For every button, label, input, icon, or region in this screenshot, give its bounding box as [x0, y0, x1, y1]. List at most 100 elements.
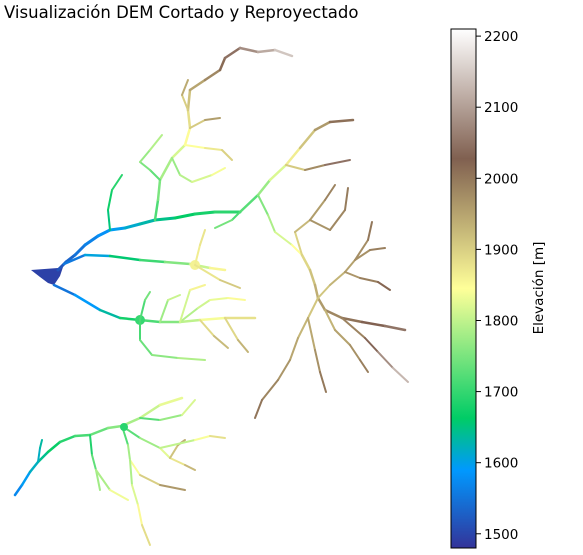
colorbar-tick-label-1800: 1800	[484, 313, 518, 329]
river-segment-70	[194, 264, 221, 281]
river-segment-108	[324, 184, 336, 201]
river-segment-29	[189, 119, 206, 129]
river-segment-21	[186, 88, 192, 112]
river-segment-69	[199, 229, 206, 246]
river-segment-51	[285, 164, 306, 171]
river-segment-150	[106, 424, 124, 430]
river-segment-8	[153, 216, 177, 222]
river-segment-141	[167, 294, 181, 301]
river-segment-165	[139, 437, 161, 449]
river-segment-98	[289, 337, 299, 361]
river-segment-142	[13, 483, 24, 497]
river-segment-103	[314, 349, 321, 373]
river-segment-5	[108, 226, 127, 232]
river-segment-175	[131, 484, 139, 506]
river-segment-183	[209, 435, 226, 439]
river-segment-7	[138, 218, 157, 226]
river-segment-112	[354, 239, 369, 261]
river-segment-43	[211, 167, 226, 176]
river-segment-91	[359, 359, 369, 373]
colorbar-label: Elevación [m]	[531, 242, 547, 335]
river-segment-166	[159, 447, 171, 459]
river-segment-41	[179, 174, 193, 183]
river-segment-74	[313, 283, 320, 300]
colorbar-tick-label-2000: 2000	[484, 171, 518, 187]
river-segment-9	[173, 212, 197, 220]
river-segment-83	[354, 249, 371, 261]
river-segment-93	[364, 337, 379, 353]
river-segment-48	[298, 128, 317, 150]
river-segment-87	[377, 281, 391, 291]
river-segment-157	[91, 454, 97, 471]
river-segment-163	[159, 484, 186, 491]
river-segment-132	[209, 297, 229, 301]
river-segment-101	[254, 399, 263, 419]
river-segment-23	[203, 68, 222, 82]
river-segment-176	[137, 504, 143, 526]
river-segment-127	[177, 357, 206, 361]
river-segment-63	[138, 258, 167, 264]
river-segment-147	[58, 434, 77, 444]
river-segment-58	[231, 211, 241, 221]
river-segment-154	[37, 447, 41, 463]
river-segment-22	[188, 78, 207, 92]
river-segment-146	[46, 440, 62, 454]
river-segment-174	[129, 459, 133, 486]
river-segment-144	[28, 460, 40, 474]
colorbar-gradient	[450, 28, 477, 549]
river-segment-181	[159, 439, 196, 449]
river-segment-168	[184, 464, 196, 471]
colorbar-ticks: 1500 1600 1700 1800 1900 2000 2100 2200	[476, 29, 518, 543]
river-segment-86	[359, 277, 379, 283]
river-segment-20	[186, 108, 192, 130]
river-segment-61	[83, 253, 112, 258]
river-segment-153	[158, 396, 184, 407]
river-segment-6	[123, 222, 142, 230]
river-segment-129	[144, 291, 151, 301]
river-segment-15	[153, 198, 160, 222]
river-segment-105	[294, 231, 303, 256]
river-segment-68	[194, 244, 201, 266]
river-segment-27	[256, 48, 277, 54]
river-segment-12	[107, 209, 111, 231]
river-segment-115	[73, 293, 102, 312]
river-segment-120	[178, 318, 202, 324]
colorbar-tick-label-2100: 2100	[484, 100, 518, 116]
river-segment-99	[277, 359, 291, 381]
river-segment-72	[300, 253, 312, 272]
river-segment-138	[199, 319, 215, 337]
river-segment-39	[149, 134, 163, 151]
river-segment-102	[307, 317, 316, 351]
river-segment-116	[98, 308, 122, 320]
river-segment-162	[139, 474, 161, 486]
river-segment-182	[194, 435, 211, 441]
river-segment-95	[392, 367, 409, 383]
river-blob-180	[120, 423, 128, 431]
river-segment-135	[189, 284, 206, 291]
river-segment-46	[268, 163, 288, 182]
river-segment-34	[204, 147, 223, 151]
river-segment-92	[341, 317, 366, 339]
river-segment-140	[159, 299, 169, 323]
river-segment-107	[309, 199, 326, 221]
river-segment-97	[297, 317, 309, 339]
river-segment-81	[329, 271, 346, 286]
river-segment-89	[334, 329, 351, 346]
river-segment-3	[83, 234, 100, 247]
river-segment-104	[319, 371, 327, 393]
river-segment-133	[227, 297, 246, 301]
river-segment-2	[73, 243, 87, 257]
river-segment-148	[73, 433, 92, 438]
river-segment-16	[156, 178, 162, 202]
river-segment-139	[213, 335, 229, 349]
river-segment-49	[313, 120, 332, 132]
colorbar-tick-label-1700: 1700	[484, 385, 518, 401]
river-segment-85	[344, 271, 361, 279]
colorbar: 1500 1600 1700 1800 1900 2000 2100 2200 Elevaci…	[450, 28, 547, 549]
river-segment-47	[284, 146, 302, 167]
river-segment-71	[219, 279, 241, 289]
river-segment-80	[317, 284, 331, 299]
river-segment-66	[208, 266, 227, 272]
river-segment-111	[344, 187, 349, 211]
